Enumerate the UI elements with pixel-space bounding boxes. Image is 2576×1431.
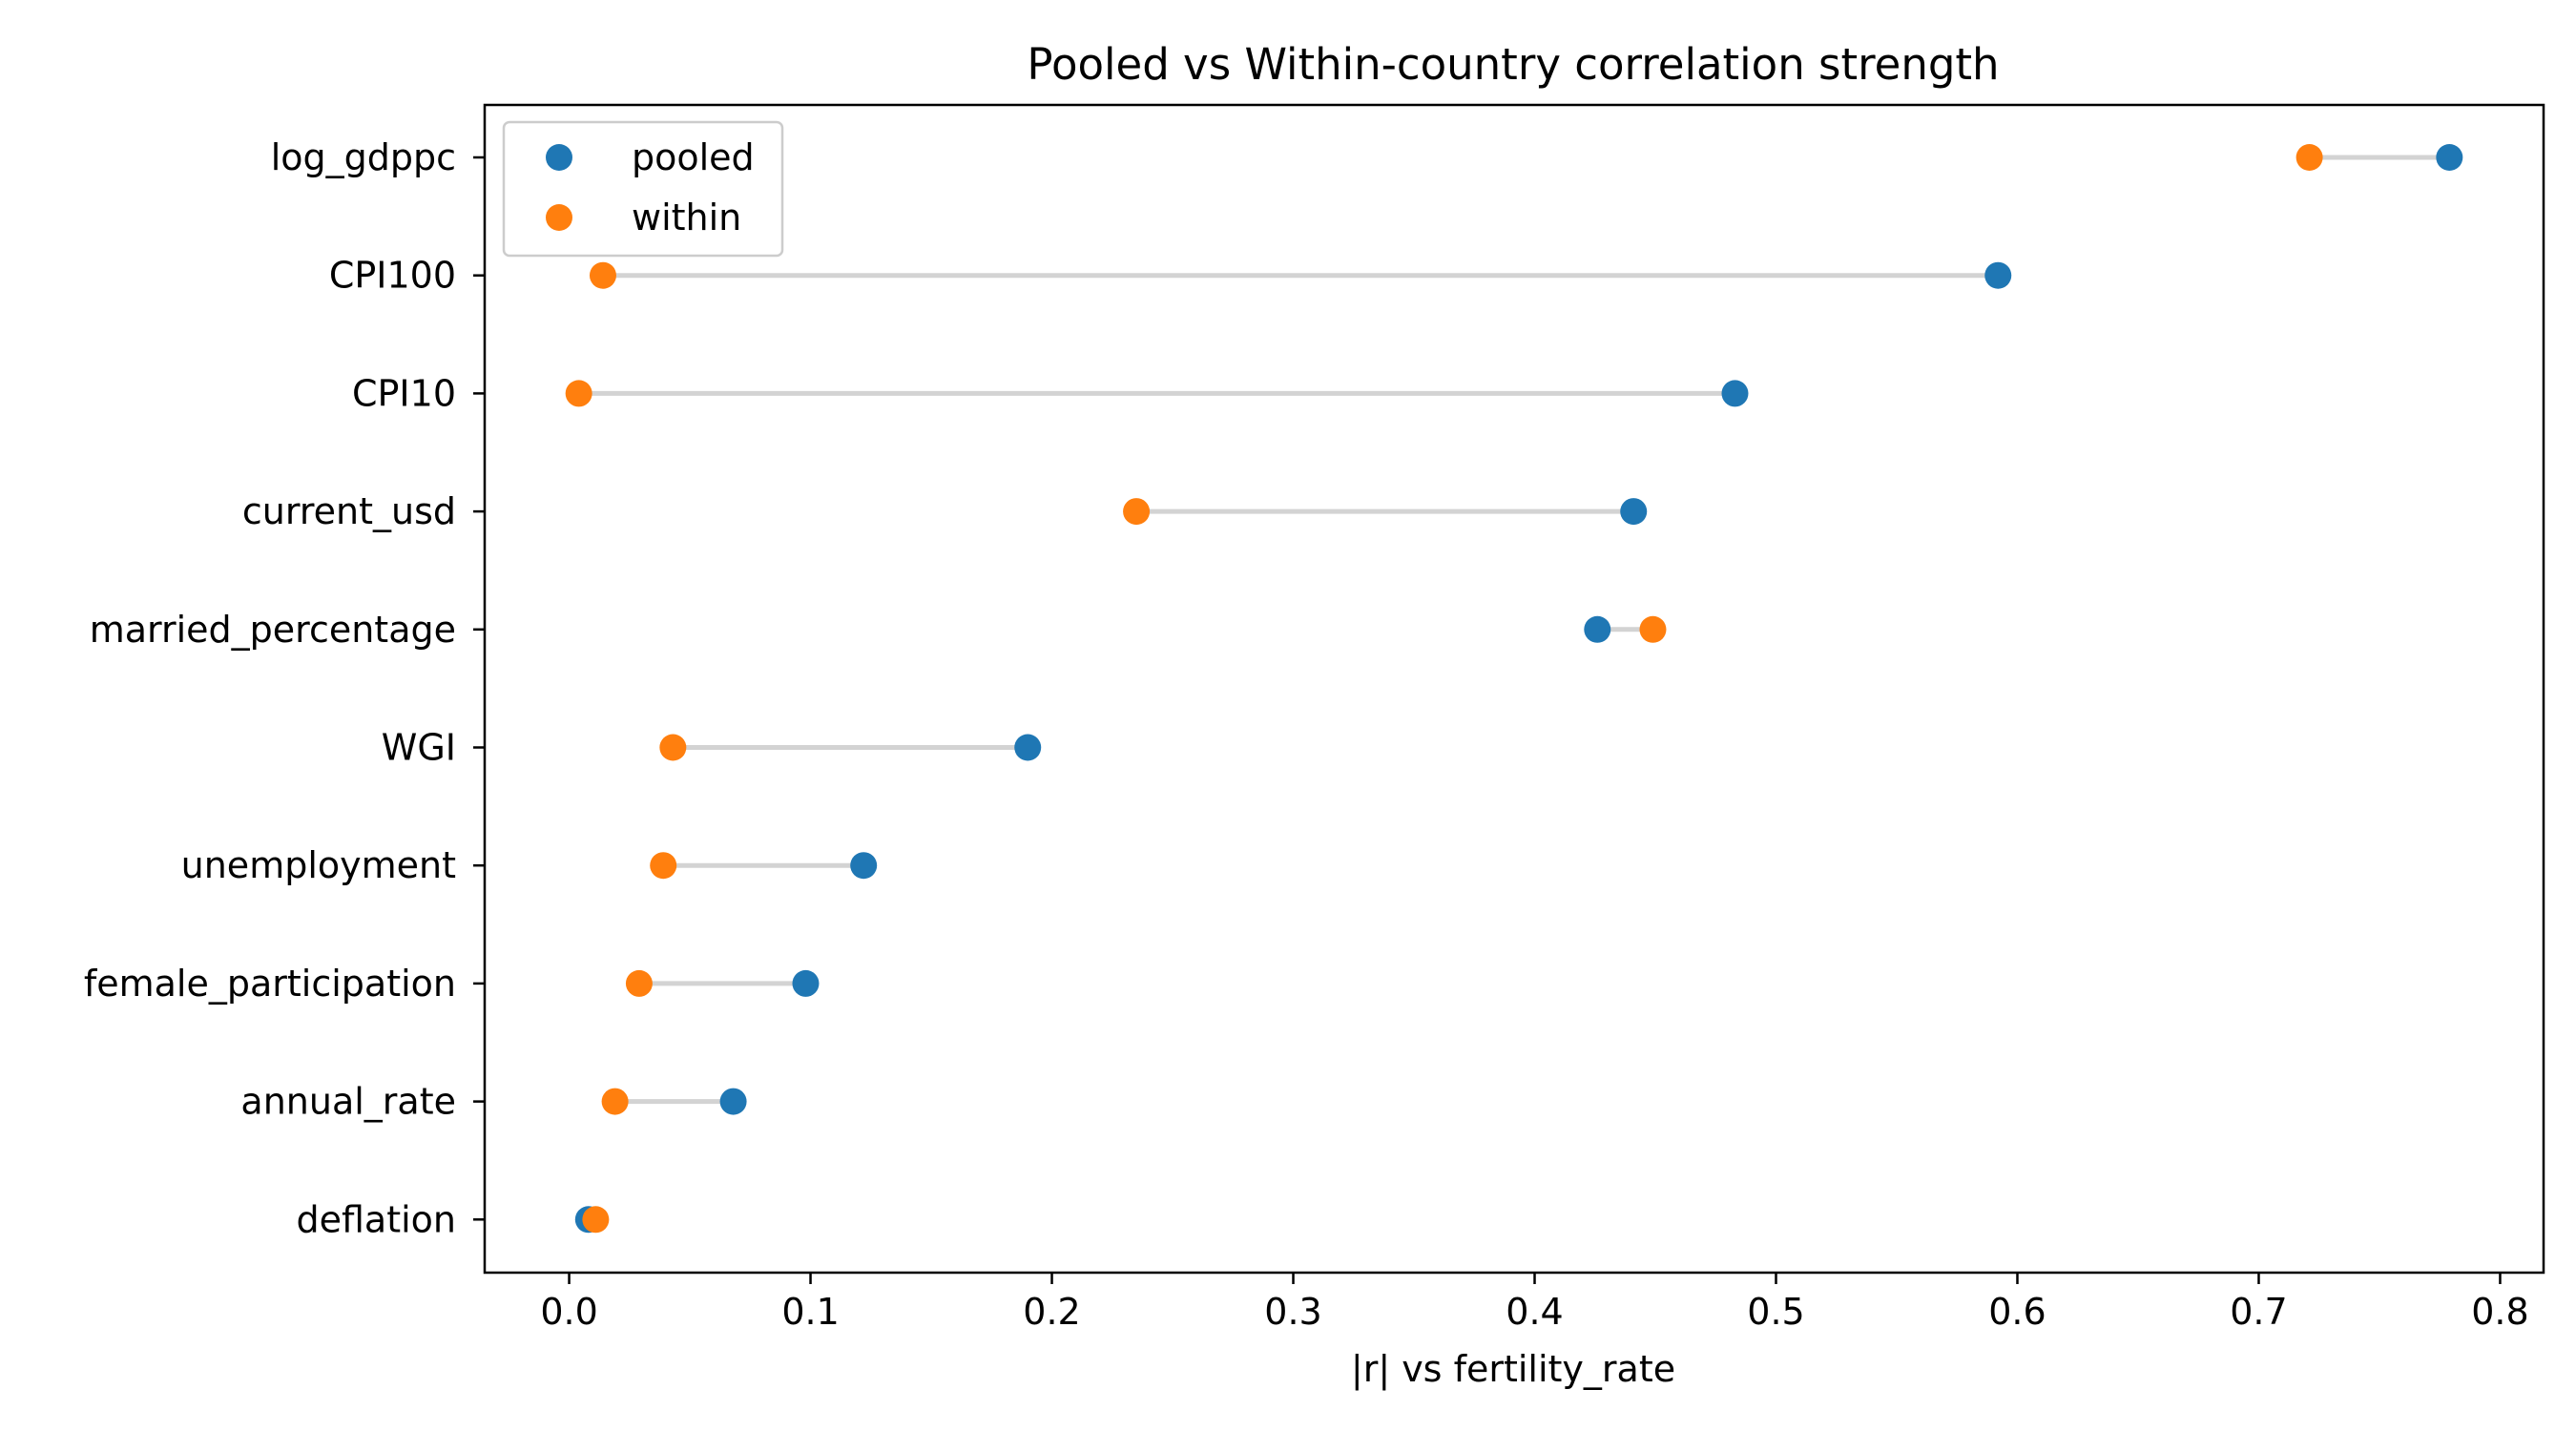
legend-marker-within xyxy=(546,204,572,231)
y-tick-label-CPI10: CPI10 xyxy=(352,372,456,414)
x-tick-label-8: 0.8 xyxy=(2471,1291,2528,1333)
y-tick-label-WGI: WGI xyxy=(382,727,456,769)
legend-marker-pooled xyxy=(546,144,572,171)
point-within-annual_rate xyxy=(601,1088,629,1115)
chart-title: Pooled vs Within-country correlation str… xyxy=(1027,39,1999,90)
point-pooled-WGI xyxy=(1014,734,1042,761)
legend-box xyxy=(502,120,784,258)
plot-frame xyxy=(483,103,2545,1275)
point-pooled-log_gdppc xyxy=(2436,144,2463,171)
point-pooled-annual_rate xyxy=(719,1088,747,1115)
point-within-married_percentage xyxy=(1639,615,1667,643)
legend: pooled within xyxy=(502,120,784,258)
point-within-WGI xyxy=(659,734,687,761)
legend-label-within: within xyxy=(632,197,741,238)
x-tick-label-4: 0.4 xyxy=(1506,1291,1563,1333)
point-within-unemployment xyxy=(650,852,677,880)
point-within-log_gdppc xyxy=(2296,144,2323,171)
x-tick-label-6: 0.6 xyxy=(1988,1291,2046,1333)
y-tick-label-female_participation: female_participation xyxy=(84,963,456,1005)
plot-marks xyxy=(565,144,2463,1234)
point-pooled-female_participation xyxy=(792,969,820,997)
y-tick-label-married_percentage: married_percentage xyxy=(90,609,456,651)
y-tick-label-annual_rate: annual_rate xyxy=(240,1081,456,1123)
y-tick-label-CPI100: CPI100 xyxy=(329,255,456,297)
x-tick-label-0: 0.0 xyxy=(540,1291,597,1333)
point-pooled-unemployment xyxy=(850,852,878,880)
x-tick-label-3: 0.3 xyxy=(1264,1291,1321,1333)
point-pooled-married_percentage xyxy=(1584,615,1611,643)
axes: 0.0 0.1 0.2 0.3 0.4 0.5 0.6 0.7 0.8 log_gdppc CPI1… xyxy=(84,103,2545,1333)
point-pooled-CPI100 xyxy=(1984,261,2012,289)
y-tick-label-unemployment: unemployment xyxy=(181,844,456,886)
point-within-deflation xyxy=(582,1206,610,1234)
x-tick-label-1: 0.1 xyxy=(781,1291,839,1333)
point-pooled-current_usd xyxy=(1620,498,1648,526)
x-tick-label-2: 0.2 xyxy=(1023,1291,1080,1333)
y-tick-label-deflation: deflation xyxy=(296,1198,456,1240)
y-tick-label-log_gdppc: log_gdppc xyxy=(271,136,456,178)
point-within-CPI10 xyxy=(565,380,592,407)
point-within-female_participation xyxy=(625,969,653,997)
x-axis-label: |r| vs fertility_rate xyxy=(1351,1348,1675,1391)
x-tick-label-5: 0.5 xyxy=(1747,1291,1804,1333)
point-within-current_usd xyxy=(1123,498,1151,526)
legend-label-pooled: pooled xyxy=(632,136,755,178)
y-tick-label-current_usd: current_usd xyxy=(242,490,456,532)
point-pooled-CPI10 xyxy=(1721,380,1749,407)
x-tick-label-7: 0.7 xyxy=(2230,1291,2287,1333)
point-within-CPI100 xyxy=(589,261,616,289)
